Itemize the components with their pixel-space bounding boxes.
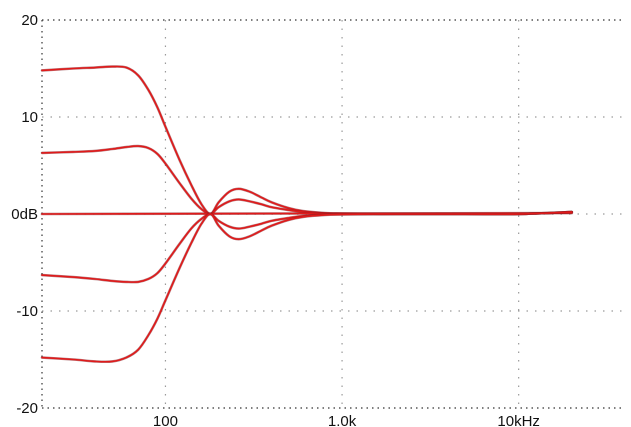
series-4-line bbox=[41, 211, 573, 283]
x-tick-label: 100 bbox=[153, 413, 178, 427]
y-tick-label: -20 bbox=[16, 400, 38, 417]
tick-label-layer: 20 10 0dB -10 -20 100 1.0k 10kHz bbox=[11, 12, 540, 427]
series-4-outline bbox=[40, 210, 574, 284]
y-tick-label: 20 bbox=[21, 12, 38, 29]
series-5-line bbox=[41, 211, 573, 363]
x-tick-label: 1.0k bbox=[328, 413, 357, 427]
series-5-outline bbox=[40, 210, 574, 364]
y-tick-label: 0dB bbox=[11, 206, 38, 223]
series-2-outline bbox=[40, 144, 574, 216]
series-2-line bbox=[41, 145, 573, 215]
series-1-outline bbox=[40, 65, 574, 216]
curve-layer bbox=[40, 65, 574, 364]
x-tick-label: 10kHz bbox=[497, 413, 540, 427]
y-tick-label: -10 bbox=[16, 303, 38, 320]
y-tick-label: 10 bbox=[21, 109, 38, 126]
series-1-line bbox=[41, 65, 573, 215]
axis-layer bbox=[41, 19, 625, 409]
